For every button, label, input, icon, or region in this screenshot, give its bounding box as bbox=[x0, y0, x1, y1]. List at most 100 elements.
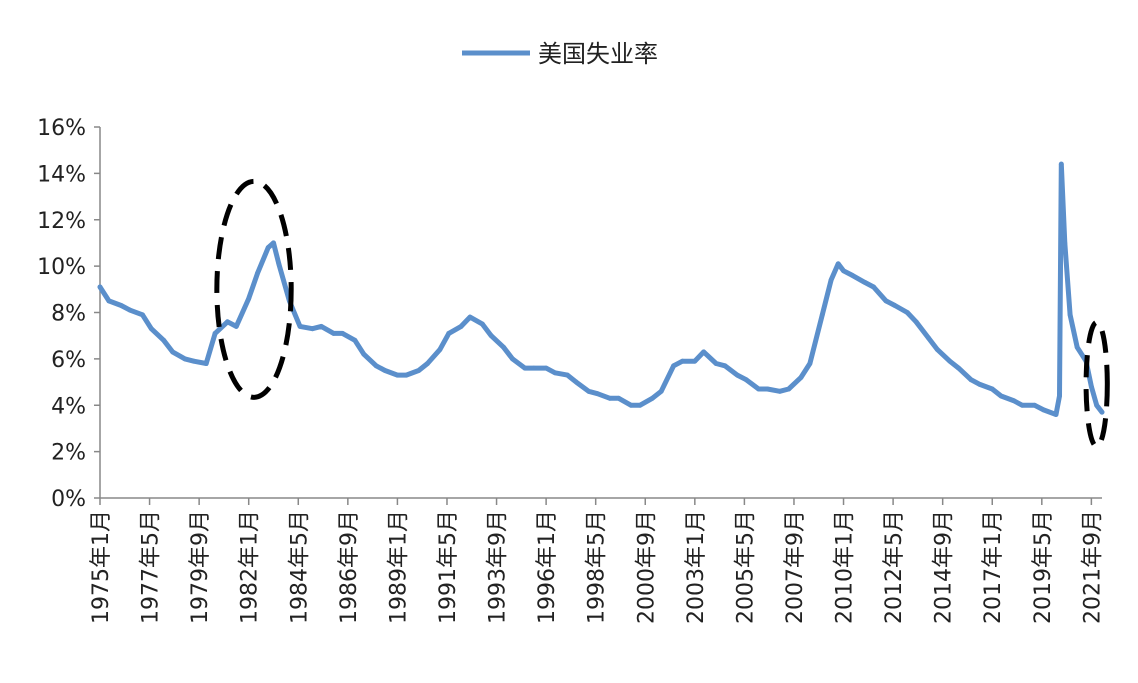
data-point bbox=[395, 372, 400, 378]
data-point bbox=[522, 365, 528, 371]
x-tick-label: 2014年9月 bbox=[932, 510, 957, 624]
data-point bbox=[692, 358, 698, 364]
data-point bbox=[883, 298, 889, 304]
data-point bbox=[140, 312, 145, 318]
data-point bbox=[1019, 402, 1025, 408]
dashed-ellipse-annotation bbox=[1083, 319, 1110, 449]
x-tick-label: 2019年5月 bbox=[1031, 510, 1056, 624]
data-point bbox=[170, 349, 175, 355]
data-point bbox=[786, 386, 792, 392]
y-tick-label: 0% bbox=[51, 487, 86, 512]
data-point bbox=[127, 307, 133, 313]
y-tick-label: 6% bbox=[51, 348, 86, 373]
x-tick-label: 1977年5月 bbox=[139, 510, 164, 624]
data-point bbox=[373, 363, 379, 369]
data-point bbox=[479, 321, 485, 327]
data-point bbox=[862, 279, 868, 285]
data-point bbox=[403, 372, 409, 378]
data-point bbox=[1053, 412, 1059, 417]
data-point bbox=[765, 386, 770, 392]
data-point bbox=[510, 356, 515, 362]
data-point bbox=[628, 402, 634, 408]
data-point bbox=[586, 388, 592, 394]
data-point bbox=[1062, 240, 1068, 246]
data-point bbox=[437, 347, 443, 352]
data-point bbox=[501, 344, 507, 350]
data-point bbox=[849, 273, 855, 278]
x-tick-label: 1975年1月 bbox=[89, 510, 114, 624]
data-point bbox=[161, 337, 167, 343]
y-tick-label: 16% bbox=[37, 116, 86, 141]
data-point bbox=[671, 363, 676, 369]
dashed-ellipse-annotation bbox=[214, 178, 294, 400]
data-point bbox=[819, 312, 825, 318]
data-point bbox=[310, 326, 315, 332]
data-point bbox=[182, 356, 188, 362]
data-point bbox=[947, 358, 953, 364]
data-point bbox=[255, 270, 260, 276]
data-point bbox=[595, 391, 600, 397]
data-point bbox=[1067, 312, 1073, 318]
data-point bbox=[777, 388, 783, 394]
y-tick-label: 10% bbox=[37, 255, 86, 280]
data-point bbox=[871, 284, 877, 290]
data-point bbox=[1011, 398, 1016, 404]
data-point bbox=[361, 351, 367, 357]
data-point bbox=[340, 330, 345, 336]
data-point bbox=[756, 386, 761, 392]
x-tick-label: 1984年5月 bbox=[287, 510, 312, 624]
data-point bbox=[416, 368, 422, 373]
data-point bbox=[734, 372, 740, 378]
data-point bbox=[106, 298, 112, 304]
data-point bbox=[233, 324, 239, 329]
data-point bbox=[1074, 344, 1080, 350]
data-point bbox=[926, 335, 931, 341]
data-point bbox=[743, 377, 749, 383]
data-point bbox=[573, 379, 579, 385]
data-point bbox=[564, 372, 570, 378]
data-point bbox=[297, 324, 303, 329]
x-axis: 1975年1月 1977年5月 1979年9月 1982年1月 1984年5月 1986年… bbox=[89, 497, 1105, 624]
data-point bbox=[1099, 409, 1105, 415]
data-point bbox=[97, 284, 103, 290]
data-point bbox=[352, 337, 358, 343]
data-point bbox=[892, 303, 898, 308]
x-tick-label: 2007年9月 bbox=[783, 510, 808, 624]
data-point bbox=[607, 395, 613, 401]
data-point bbox=[934, 347, 940, 352]
data-point bbox=[203, 361, 209, 366]
data-point bbox=[904, 310, 910, 315]
data-point bbox=[318, 324, 324, 329]
data-point bbox=[246, 296, 252, 301]
y-tick-label: 8% bbox=[51, 302, 86, 327]
y-tick-label: 14% bbox=[37, 162, 86, 187]
x-tick-label: 1991年5月 bbox=[436, 510, 461, 624]
x-tick-label: 1996年1月 bbox=[535, 510, 560, 624]
data-point bbox=[425, 361, 430, 366]
x-tick-label: 2010年1月 bbox=[833, 510, 858, 624]
data-point bbox=[265, 245, 271, 250]
y-tick-label: 12% bbox=[37, 209, 86, 234]
x-tick-label: 2003年1月 bbox=[684, 510, 709, 624]
data-point bbox=[798, 375, 804, 380]
data-point bbox=[148, 326, 154, 332]
data-point bbox=[701, 349, 707, 355]
data-point bbox=[998, 393, 1004, 399]
x-tick-label: 2017年1月 bbox=[981, 510, 1006, 624]
data-point bbox=[977, 381, 983, 387]
data-point bbox=[722, 363, 728, 369]
legend: 美国失业率 bbox=[462, 40, 658, 68]
data-point bbox=[658, 388, 664, 394]
data-point bbox=[531, 365, 537, 371]
data-point bbox=[467, 314, 473, 320]
data-point bbox=[458, 324, 464, 329]
data-point bbox=[1094, 402, 1100, 408]
data-point bbox=[807, 361, 813, 366]
series-layer bbox=[97, 161, 1105, 417]
x-tick-label: 2005年5月 bbox=[733, 510, 758, 624]
data-point bbox=[446, 330, 452, 336]
data-point bbox=[276, 261, 282, 267]
data-point bbox=[488, 333, 494, 339]
data-point bbox=[841, 268, 846, 274]
y-tick-label: 2% bbox=[51, 441, 86, 466]
